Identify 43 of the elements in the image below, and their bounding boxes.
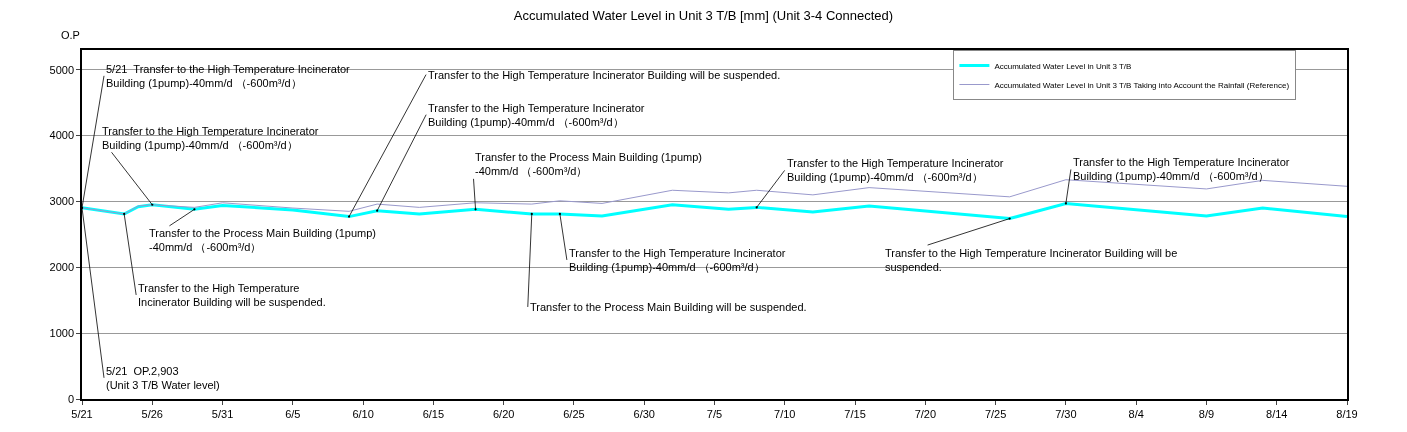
annotation: 5/21 Transfer to the High Temperature Incinerator Building (1pump)-40mm/d （-600m³/d） xyxy=(106,63,351,90)
x-tick-label: 7/5 xyxy=(706,407,723,420)
annotation: Transfer to the High Temperature Incinerator Building (1pump)-40mm/d （-600m³/d） xyxy=(1073,156,1290,183)
annotation: Transfer to the High Temperature Incinerator Building will be suspended. xyxy=(138,282,326,309)
x-tick-label: 6/5 xyxy=(285,407,301,420)
line-series xyxy=(82,201,1347,221)
y-tick-label: 4000 xyxy=(49,129,75,142)
annotation: Transfer to the High Temperature Incinerator Building (1pump)-40mm/d （-600m³/d） xyxy=(428,102,645,129)
legend-label: Accumulated Water Level in Unit 3 T/B Taking into Account the Rainfall (Reference) xyxy=(994,80,1290,90)
annotation: 5/21 OP.2,903 (Unit 3 T/B Water level) xyxy=(106,365,220,392)
x-tick-label: 5/21 xyxy=(71,407,93,420)
y-tick-label: 2000 xyxy=(49,261,75,274)
x-tick-label: 5/26 xyxy=(141,407,163,420)
y-tick-label: 3000 xyxy=(49,195,75,208)
x-tick-label: 6/20 xyxy=(492,407,515,420)
annotation: Transfer to the High Temperature Incinerator Building (1pump)-40mm/d （-600m³/d） xyxy=(569,247,786,274)
x-tick-label: 7/25 xyxy=(984,407,1007,420)
x-tick-label: 6/15 xyxy=(422,407,445,420)
y-tick-label: 0 xyxy=(67,392,75,405)
x-tick-label: 7/20 xyxy=(914,407,937,420)
annotation: Transfer to the High Temperature Incinerator Building (1pump)-40mm/d （-600m³/d） xyxy=(102,125,319,152)
y-tick-label: 1000 xyxy=(49,327,75,339)
annotation: Transfer to the High Temperature Incinerator Building will be suspended. xyxy=(428,69,781,81)
annotation: Transfer to the High Temperature Incinerator Building (1pump)-40mm/d （-600m³/d） xyxy=(787,157,1004,184)
x-tick-label: 6/25 xyxy=(563,407,585,420)
y-tick-label: 5000 xyxy=(49,63,75,76)
x-tick-label: 7/15 xyxy=(844,407,866,420)
x-tick-label: 5/31 xyxy=(211,407,234,420)
x-tick-label: 8/14 xyxy=(1266,407,1288,420)
x-tick-label: 8/9 xyxy=(1198,407,1215,420)
annotation: Transfer to the Process Main Building (1pump) -40mm/d （-600m³/d） xyxy=(149,227,377,254)
y-axis-title: O.P xyxy=(61,29,80,41)
annotation: Transfer to the High Temperature Incinerator Building will be suspended. xyxy=(885,247,1178,274)
x-tick-label: 6/30 xyxy=(633,407,655,420)
chart-title: Accumulated Water Level in Unit 3 T/B [mm] (Unit 3-4 Connected) xyxy=(513,7,894,23)
legend-label: Accumulated Water Level in Unit 3 T/B xyxy=(994,61,1132,71)
x-tick-label: 6/10 xyxy=(352,407,374,420)
x-tick-label: 8/19 xyxy=(1336,407,1358,420)
x-tick-label: 8/4 xyxy=(1128,407,1144,420)
x-tick-label: 7/10 xyxy=(774,407,796,420)
x-tick-label: 7/30 xyxy=(1055,407,1077,420)
annotation: Transfer to the Process Main Building will be suspended. xyxy=(530,301,807,313)
annotation: Transfer to the Process Main Building (1pump) -40mm/d （-600m³/d） xyxy=(475,151,703,178)
